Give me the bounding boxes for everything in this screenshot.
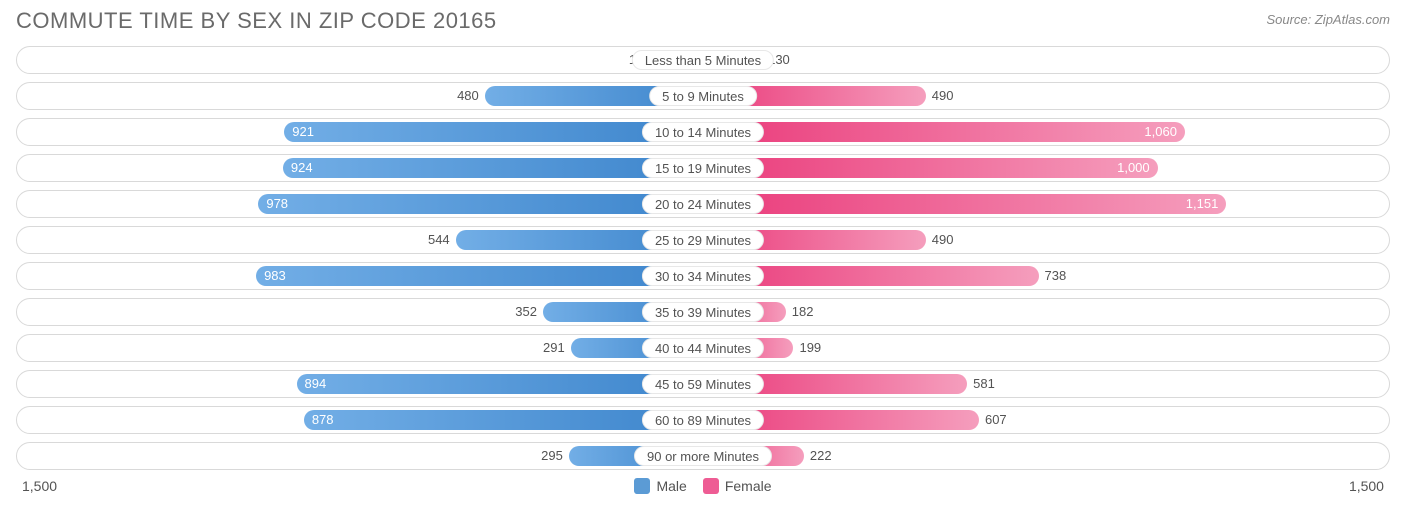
legend-male-swatch (634, 478, 650, 494)
male-value: 480 (457, 86, 485, 106)
male-value: 924 (283, 158, 703, 178)
legend-female: Female (703, 478, 772, 494)
chart-header: COMMUTE TIME BY SEX IN ZIP CODE 20165 So… (0, 0, 1406, 38)
row-label: 60 to 89 Minutes (642, 410, 764, 430)
axis-label-left: 1,500 (22, 478, 57, 494)
female-value: 1,151 (703, 194, 1226, 214)
row-label: Less than 5 Minutes (632, 50, 774, 70)
row-label: 40 to 44 Minutes (642, 338, 764, 358)
chart-row: 40 to 44 Minutes 291 199 (16, 334, 1390, 362)
male-value: 544 (428, 230, 456, 250)
female-value: 222 (804, 446, 832, 466)
female-value: 581 (967, 374, 995, 394)
female-value: 490 (926, 86, 954, 106)
legend: Male Female (634, 478, 771, 494)
female-value: 182 (786, 302, 814, 322)
row-label: 5 to 9 Minutes (649, 86, 757, 106)
chart-row: 5 to 9 Minutes 480 490 (16, 82, 1390, 110)
male-value: 921 (284, 122, 703, 142)
chart-source: Source: ZipAtlas.com (1266, 8, 1390, 27)
female-value: 607 (979, 410, 1007, 430)
male-value: 978 (258, 194, 703, 214)
male-value: 983 (256, 266, 703, 286)
female-value: 1,000 (703, 158, 1158, 178)
chart-title: COMMUTE TIME BY SEX IN ZIP CODE 20165 (16, 8, 497, 34)
male-value: 352 (515, 302, 543, 322)
chart-row: 10 to 14 Minutes9211,060 (16, 118, 1390, 146)
row-label: 45 to 59 Minutes (642, 374, 764, 394)
female-value: 490 (926, 230, 954, 250)
row-label: 25 to 29 Minutes (642, 230, 764, 250)
chart-body: Less than 5 Minutes102130 5 to 9 Minutes 4… (0, 38, 1406, 470)
female-value: 199 (793, 338, 821, 358)
row-label: 10 to 14 Minutes (642, 122, 764, 142)
chart-row: 60 to 89 Minutes878607 (16, 406, 1390, 434)
chart-row: 15 to 19 Minutes9241,000 (16, 154, 1390, 182)
chart-row: 20 to 24 Minutes9781,151 (16, 190, 1390, 218)
legend-female-swatch (703, 478, 719, 494)
male-value: 291 (543, 338, 571, 358)
chart-row: 25 to 29 Minutes 544 490 (16, 226, 1390, 254)
chart-row: 35 to 39 Minutes 352 182 (16, 298, 1390, 326)
chart-row: 30 to 34 Minutes983 738 (16, 262, 1390, 290)
male-value: 295 (541, 446, 569, 466)
axis-label-right: 1,500 (1349, 478, 1384, 494)
chart-footer: 1,500 Male Female 1,500 (0, 478, 1406, 494)
chart-row: 45 to 59 Minutes894581 (16, 370, 1390, 398)
row-label: 35 to 39 Minutes (642, 302, 764, 322)
female-value: 1,060 (703, 122, 1185, 142)
row-label: 15 to 19 Minutes (642, 158, 764, 178)
legend-male-label: Male (656, 478, 686, 494)
female-value: 738 (1039, 266, 1067, 286)
legend-male: Male (634, 478, 686, 494)
row-label: 30 to 34 Minutes (642, 266, 764, 286)
chart-row: Less than 5 Minutes102130 (16, 46, 1390, 74)
chart-row: 90 or more Minutes 295 222 (16, 442, 1390, 470)
row-label: 90 or more Minutes (634, 446, 772, 466)
row-label: 20 to 24 Minutes (642, 194, 764, 214)
legend-female-label: Female (725, 478, 772, 494)
